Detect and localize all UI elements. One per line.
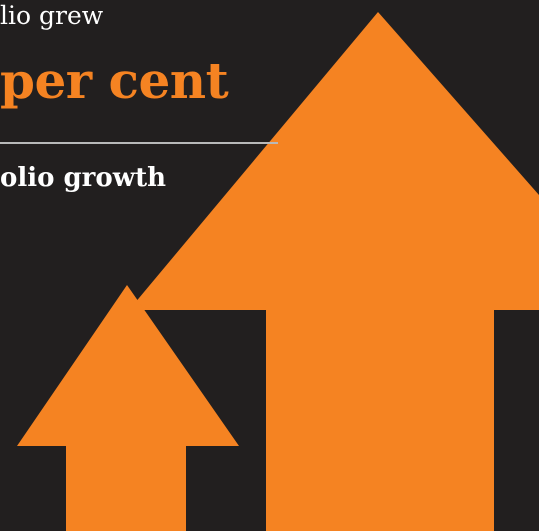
headline-divider (0, 142, 278, 144)
small-up-arrow-icon (17, 285, 239, 531)
large-up-arrow-icon (129, 12, 539, 531)
subheading-text: olio growth (0, 163, 167, 193)
headline-top-text: lio grew (0, 1, 104, 30)
headline-main-text: per cent (0, 51, 229, 110)
